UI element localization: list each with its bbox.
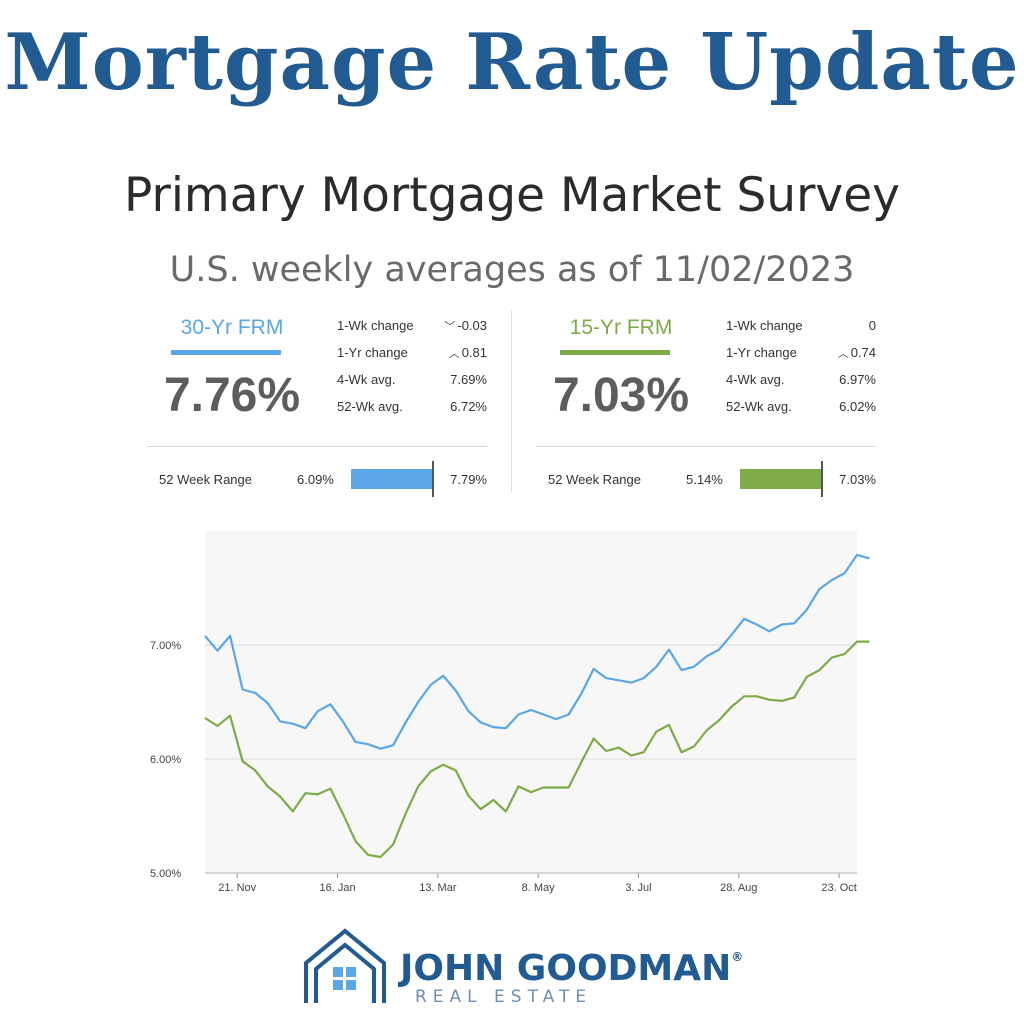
- page-subtitle: Primary Mortgage Market Survey: [124, 168, 900, 223]
- frm30-color-line: [171, 350, 281, 355]
- chevron-up-icon: ︿: [448, 348, 460, 360]
- x-tick-label: 16. Jan: [320, 882, 356, 894]
- frm30-stat-4wk: 4-Wk avg. 7.69%: [337, 372, 487, 387]
- frm30-panel: 30-Yr FRM 7.76% 1-Wk change ﹀ -0.03 1-Yr …: [147, 310, 487, 500]
- x-tick-label: 28. Aug: [720, 882, 757, 894]
- frm30-name: 30-Yr FRM: [180, 316, 284, 339]
- frm30-stat-52wk: 52-Wk avg. 6.72%: [337, 399, 487, 414]
- x-tick-label: 3. Jul: [625, 882, 651, 894]
- frm30-stat-1yr: 1-Yr change ︿ 0.81: [337, 345, 487, 360]
- chevron-down-icon: ﹀: [444, 321, 456, 333]
- frm15-divider: [536, 446, 876, 447]
- plot-background: [205, 531, 857, 873]
- panel-separator: [511, 310, 512, 492]
- logo-name: JOHN GOODMAN: [400, 948, 732, 989]
- frm30-stat-1wk: 1-Wk change ﹀ -0.03: [337, 318, 487, 333]
- logo-subtitle: REAL ESTATE: [415, 987, 593, 1007]
- house-logo-icon: [304, 928, 386, 1003]
- frm15-range-marker: [821, 461, 823, 497]
- frm15-range-high: 7.03%: [839, 472, 876, 487]
- x-tick-label: 8. May: [522, 882, 556, 894]
- frm15-range-label: 52 Week Range: [548, 472, 641, 487]
- frm30-divider: [147, 446, 487, 447]
- series-line-15yr: [204, 640, 870, 859]
- rate-history-chart: 5.00% 6.00% 7.00% 21. Nov 16. Jan 13. Mar 8. M…: [150, 531, 870, 894]
- page-title: Mortgage Rate Update: [4, 17, 1020, 108]
- brand-logo: JOHN GOODMAN® REAL ESTATE: [300, 925, 744, 1010]
- frm15-stat-1yr: 1-Yr change ︿ 0.74: [726, 345, 876, 360]
- frm30-range-label: 52 Week Range: [159, 472, 252, 487]
- series-line-30yr: [204, 553, 870, 750]
- frm15-range-bar: [740, 469, 823, 489]
- registered-mark: ®: [731, 950, 744, 964]
- frm30-range-low: 6.09%: [297, 472, 334, 487]
- frm15-stat-52wk: 52-Wk avg. 6.02%: [726, 399, 876, 414]
- frm15-color-line: [560, 350, 670, 355]
- y-tick-label: 6.00%: [150, 754, 181, 766]
- as-of-date: U.S. weekly averages as of 11/02/2023: [169, 250, 855, 290]
- frm30-range-marker: [432, 461, 434, 497]
- y-tick-label: 5.00%: [150, 868, 181, 880]
- x-tick-label: 23. Oct: [821, 882, 856, 894]
- x-tick-label: 21. Nov: [218, 882, 256, 894]
- frm15-range-low: 5.14%: [686, 472, 723, 487]
- y-tick-label: 7.00%: [150, 640, 181, 652]
- frm15-panel: 15-Yr FRM 7.03% 1-Wk change 0 1-Yr chang…: [536, 310, 876, 500]
- frm15-rate: 7.03%: [552, 369, 690, 422]
- frm30-range-high: 7.79%: [450, 472, 487, 487]
- frm30-range-bar: [351, 469, 434, 489]
- x-tick-label: 13. Mar: [419, 882, 457, 894]
- frm15-name: 15-Yr FRM: [569, 316, 673, 339]
- chevron-up-icon: ︿: [837, 348, 849, 360]
- frm15-stat-4wk: 4-Wk avg. 6.97%: [726, 372, 876, 387]
- frm15-stat-1wk: 1-Wk change 0: [726, 318, 876, 333]
- frm30-rate: 7.76%: [163, 369, 301, 422]
